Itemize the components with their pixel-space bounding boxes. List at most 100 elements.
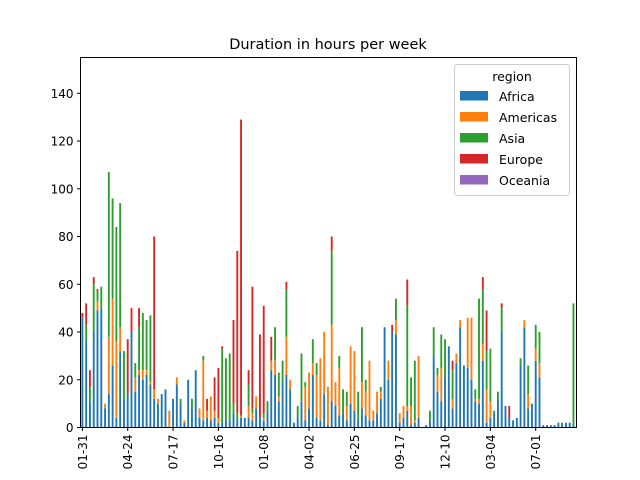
bar-segment-asia <box>138 327 140 371</box>
bar-segment-asia <box>538 332 541 364</box>
x-tick-label: 07-17 <box>167 435 181 470</box>
x-tick-label: 03-04 <box>484 435 498 470</box>
bar-segment-africa <box>119 351 122 428</box>
bar-segment-americas <box>440 367 443 402</box>
bar-segment-africa <box>145 374 148 428</box>
bar-segment-africa <box>217 422 220 428</box>
bar-segment-americas <box>217 417 220 423</box>
bar-segment-asia <box>89 386 91 402</box>
bar-segment-africa <box>440 401 443 428</box>
legend-label-africa: Africa <box>499 89 535 104</box>
bar-segment-africa <box>198 417 201 428</box>
bar-segment-americas <box>364 391 367 416</box>
bar-segment-asia <box>85 324 88 342</box>
y-tick-label: 0 <box>66 421 74 435</box>
bar-segment-europe <box>481 277 484 290</box>
bar-segment-americas <box>470 317 473 380</box>
bar-segment-africa <box>224 420 227 428</box>
bar-segment-asia <box>496 391 499 399</box>
bar-segment-africa <box>107 394 110 428</box>
bar-segment-africa <box>300 401 303 428</box>
legend-swatch-africa <box>460 91 488 101</box>
bar-segment-africa <box>104 408 106 428</box>
bar-segment-americas <box>141 370 144 380</box>
bar-segment-americas <box>538 363 541 378</box>
bar-segment-asia <box>432 327 435 356</box>
bar-segment-africa <box>157 403 159 428</box>
bar-segment-americas <box>459 320 462 328</box>
bar-segment-europe <box>96 289 99 292</box>
bar-segment-europe <box>247 370 250 385</box>
bar-segment-asia <box>141 312 144 371</box>
bar-segment-americas <box>349 346 352 404</box>
bar-segment-americas <box>115 341 118 418</box>
bar-segment-americas <box>175 377 178 385</box>
bar-segment-africa <box>111 365 114 428</box>
bar-segment-asia <box>451 370 454 399</box>
bar-segment-africa <box>323 394 326 428</box>
bar-segment-africa <box>89 401 91 428</box>
bar-segment-americas <box>489 401 492 418</box>
bar-segment-asia <box>277 372 280 397</box>
bar-segment-europe <box>251 286 254 409</box>
bar-segment-asia <box>500 308 503 333</box>
bar-segment-africa <box>500 332 503 428</box>
bar-segment-asia <box>236 413 239 421</box>
bar-segment-africa <box>243 417 246 428</box>
bar-segment-africa <box>474 401 477 428</box>
bar-segment-europe <box>213 377 216 411</box>
bar-segment-asia <box>232 403 235 414</box>
bar-segment-americas <box>198 408 201 418</box>
legend-swatch-americas <box>460 112 488 122</box>
bar-segment-americas <box>436 374 439 392</box>
bar-segment-africa <box>330 401 333 428</box>
bar-segment-asia <box>300 353 303 402</box>
bar-segment-africa <box>368 420 371 428</box>
bar-segment-europe <box>81 312 84 318</box>
bar-segment-asia <box>266 401 269 411</box>
bar-segment-africa <box>538 377 541 428</box>
bar-segment-asia <box>357 391 360 421</box>
bar-segment-asia <box>228 353 231 421</box>
bar-segment-africa <box>527 408 530 428</box>
bar-segment-africa <box>372 420 375 428</box>
bar-segment-africa <box>353 410 356 428</box>
bar-segment-africa <box>255 408 258 428</box>
y-axis: 0 20 40 60 80 100 120 140 <box>51 87 81 435</box>
bar-segment-asia <box>202 355 205 361</box>
bar-segment-africa <box>213 417 216 428</box>
bar-segment-asia <box>394 298 397 321</box>
bar-segment-europe <box>232 320 235 404</box>
bar-segment-asia <box>315 363 318 375</box>
y-tick-label: 60 <box>58 278 73 292</box>
y-tick-label: 20 <box>58 373 73 387</box>
bar-segment-americas <box>145 370 148 375</box>
bar-segment-americas <box>168 410 171 428</box>
bar-segment-africa <box>447 346 450 428</box>
bar-segment-africa <box>515 417 518 428</box>
bar-segment-europe <box>270 336 273 361</box>
bar-segment-americas <box>138 370 140 375</box>
bar-segment-africa <box>481 360 484 428</box>
bar-segment-africa <box>179 403 182 428</box>
bar-segment-europe <box>130 308 133 333</box>
bar-segment-africa <box>504 406 507 428</box>
bar-segment-asia <box>436 367 439 375</box>
bar-segment-americas <box>319 358 322 421</box>
bar-segment-africa <box>572 425 575 428</box>
bar-segment-africa <box>398 422 401 428</box>
bar-segment-americas <box>323 332 326 395</box>
bar-segment-africa <box>523 327 526 428</box>
bar-segment-americas <box>107 336 110 395</box>
bar-segment-americas <box>119 327 122 352</box>
bar-segment-europe <box>221 346 224 349</box>
bar-segment-asia <box>100 286 103 309</box>
bar-segment-africa <box>206 417 208 428</box>
bar-segment-europe <box>330 236 333 251</box>
bar-segment-africa <box>432 355 435 428</box>
bar-segment-europe <box>236 250 239 414</box>
bar-segment-africa <box>134 391 137 428</box>
bar-segment-americas <box>402 406 405 418</box>
bar-segment-asia <box>478 298 480 399</box>
bar-segment-africa <box>561 422 564 428</box>
